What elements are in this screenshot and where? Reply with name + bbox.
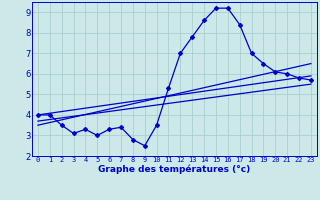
- X-axis label: Graphe des températures (°c): Graphe des températures (°c): [98, 165, 251, 174]
